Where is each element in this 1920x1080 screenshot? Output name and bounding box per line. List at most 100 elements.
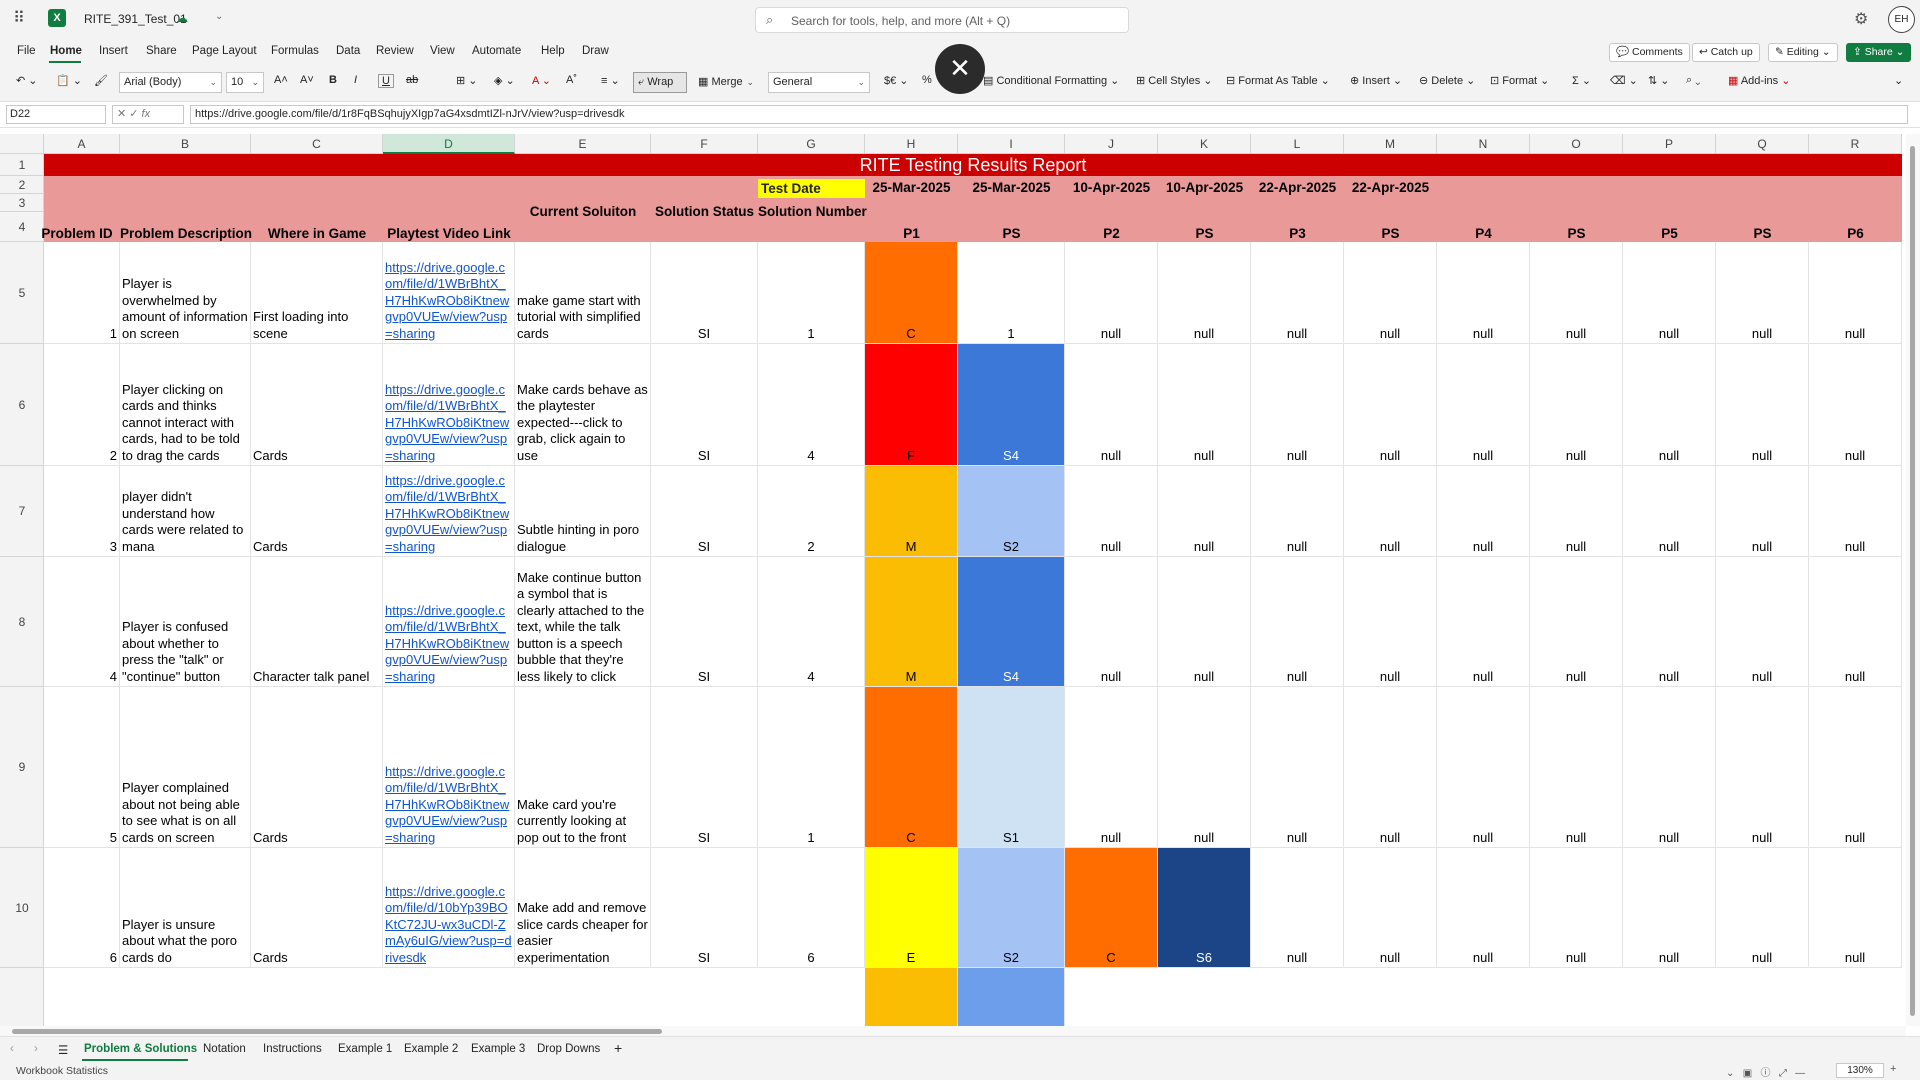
cell-result-10[interactable]: null <box>1716 344 1809 466</box>
test-date-3[interactable]: 10-Apr-2025 <box>1072 180 1151 195</box>
cell-result-2[interactable]: S1 <box>958 687 1065 848</box>
header-solution-number[interactable]: Solution Number <box>758 204 867 219</box>
cell-result-4[interactable]: null <box>1158 242 1251 344</box>
search-box[interactable]: ⌕ Search for tools, help, and more (Alt … <box>755 7 1129 33</box>
column-header-b[interactable]: B <box>120 134 251 154</box>
cell-result-8[interactable]: null <box>1530 344 1623 466</box>
test-date-label[interactable]: Test Date <box>758 179 865 198</box>
cell-result-7[interactable]: null <box>1437 242 1530 344</box>
cell-problem-description[interactable]: Player is confused about whether to pres… <box>120 557 251 687</box>
row-header-1[interactable]: 1 <box>0 154 44 176</box>
font-size-select[interactable]: 10 ⌄ <box>226 72 264 93</box>
bold-icon[interactable]: B <box>329 74 337 86</box>
header-p3-4[interactable]: P3 <box>1289 226 1306 241</box>
header-p1-0[interactable]: P1 <box>903 226 920 241</box>
cell-video-link[interactable]: https://drive.google.com/file/d/1WBrBhtX… <box>383 687 515 848</box>
cell-solution-number[interactable]: 6 <box>758 848 865 968</box>
cell-result-3[interactable]: null <box>1065 242 1158 344</box>
cell-result-5[interactable]: null <box>1251 557 1344 687</box>
tab-problem-solutions[interactable]: Problem & Solutions <box>84 1043 198 1055</box>
column-header-a[interactable]: A <box>44 134 120 154</box>
cell-result-2[interactable]: S4 <box>958 344 1065 466</box>
status-icons[interactable]: ⌄ ▣ ⓘ ⤢ — <box>1726 1068 1806 1079</box>
borders-icon[interactable]: ⊞ ⌄ <box>456 75 478 87</box>
header-problem-description[interactable]: Problem Description <box>120 226 253 241</box>
cell-result-7[interactable]: null <box>1437 848 1530 968</box>
row-header-6[interactable]: 6 <box>0 344 44 466</box>
cell-result-7[interactable]: null <box>1437 466 1530 557</box>
cell-problem-description[interactable]: Player is unsure about what the poro car… <box>120 848 251 968</box>
column-header-n[interactable]: N <box>1437 134 1530 154</box>
align-icon[interactable]: ≡ ⌄ <box>601 75 620 87</box>
header-ps-5[interactable]: PS <box>1381 226 1400 241</box>
cell-where-in-game[interactable]: Cards <box>251 466 383 557</box>
cell-result-1[interactable]: C <box>865 687 958 848</box>
cell-result-8[interactable]: null <box>1530 466 1623 557</box>
tab-instructions[interactable]: Instructions <box>263 1043 322 1055</box>
format-cells-button[interactable]: ⊡ Format ⌄ <box>1490 75 1550 87</box>
sort-filter-icon[interactable]: ⇅ ⌄ <box>1648 75 1670 87</box>
cell-problem-description[interactable]: Player complained about not being able t… <box>120 687 251 848</box>
cell-result-6[interactable]: null <box>1344 242 1437 344</box>
column-header-f[interactable]: F <box>651 134 758 154</box>
cell-solution-number[interactable]: 2 <box>758 466 865 557</box>
insert-cells-button[interactable]: ⊕ Insert ⌄ <box>1350 75 1403 87</box>
tab-notation[interactable]: Notation <box>203 1043 246 1055</box>
cell-where-in-game[interactable]: First loading into scene <box>251 242 383 344</box>
cell-problem-id[interactable]: 6 <box>44 848 120 968</box>
row-header-9[interactable]: 9 <box>0 687 44 848</box>
comments-button[interactable]: 💬 Comments <box>1609 43 1690 62</box>
cell-result-4[interactable]: null <box>1158 557 1251 687</box>
vertical-scroll-thumb[interactable] <box>1910 146 1915 1016</box>
ribbon-expand-icon[interactable]: ⌄ <box>1894 75 1904 87</box>
column-header-k[interactable]: K <box>1158 134 1251 154</box>
horizontal-scroll-thumb[interactable] <box>12 1029 662 1034</box>
cell-result-3[interactable]: null <box>1065 687 1158 848</box>
menu-insert[interactable]: Insert <box>99 45 128 57</box>
menu-formulas[interactable]: Formulas <box>271 45 319 57</box>
test-date-4[interactable]: 10-Apr-2025 <box>1165 180 1244 195</box>
cell-video-link[interactable]: https://drive.google.com/file/d/10bYp39B… <box>383 848 515 968</box>
cell-result-6[interactable]: null <box>1344 466 1437 557</box>
merge-button[interactable]: ▦ Merge ⌄ <box>698 76 754 88</box>
zoom-in-icon[interactable]: + <box>1890 1063 1897 1075</box>
cell-solution-status[interactable]: SI <box>651 687 758 848</box>
formula-input[interactable]: https://drive.google.com/file/d/1r8FqBSq… <box>190 105 1908 124</box>
horizontal-scrollbar[interactable] <box>0 1026 1906 1036</box>
column-header-d[interactable]: D <box>383 134 515 154</box>
cell-current-solution[interactable]: Make add and remove slice cards cheaper … <box>515 848 651 968</box>
column-header-g[interactable]: G <box>758 134 865 154</box>
currency-icon[interactable]: $€ ⌄ <box>884 75 909 87</box>
row-header-5[interactable]: 5 <box>0 242 44 344</box>
paste-icon[interactable]: 📋 ⌄ <box>56 75 82 87</box>
header-ps-3[interactable]: PS <box>1195 226 1214 241</box>
wrap-text-button[interactable]: ⤶ Wrap <box>633 72 687 93</box>
header-ps-9[interactable]: PS <box>1753 226 1772 241</box>
cell-video-link[interactable]: https://drive.google.com/file/d/1WBrBhtX… <box>383 344 515 466</box>
menu-home[interactable]: Home <box>50 45 82 57</box>
column-header-i[interactable]: I <box>958 134 1065 154</box>
all-sheets-icon[interactable]: ☰ <box>58 1045 69 1057</box>
row-header-8[interactable]: 8 <box>0 557 44 687</box>
header-p6-10[interactable]: P6 <box>1847 226 1864 241</box>
cell-result-4[interactable]: null <box>1158 466 1251 557</box>
cell-result-11[interactable]: null <box>1809 557 1902 687</box>
text-effects-icon[interactable]: A˚ <box>566 74 577 86</box>
cell-current-solution[interactable]: Make cards behave as the playtester expe… <box>515 344 651 466</box>
report-title[interactable]: RITE Testing Results Report <box>44 154 1902 176</box>
cell-row11-p1[interactable] <box>865 968 958 1026</box>
undo-icon[interactable]: ↶ ⌄ <box>16 75 38 87</box>
cell-result-1[interactable]: E <box>865 848 958 968</box>
number-format-select[interactable]: General ⌄ <box>768 72 870 93</box>
cell-current-solution[interactable]: Make card you're currently looking at po… <box>515 687 651 848</box>
header-solution-status[interactable]: Solution Status <box>655 204 754 219</box>
cell-result-3[interactable]: null <box>1065 557 1158 687</box>
underline-icon[interactable]: U <box>378 74 394 88</box>
cell-result-8[interactable]: null <box>1530 848 1623 968</box>
column-header-j[interactable]: J <box>1065 134 1158 154</box>
cell-result-9[interactable]: null <box>1623 848 1716 968</box>
cell-result-7[interactable]: null <box>1437 687 1530 848</box>
cell-result-2[interactable]: S2 <box>958 848 1065 968</box>
test-date-5[interactable]: 22-Apr-2025 <box>1258 180 1337 195</box>
